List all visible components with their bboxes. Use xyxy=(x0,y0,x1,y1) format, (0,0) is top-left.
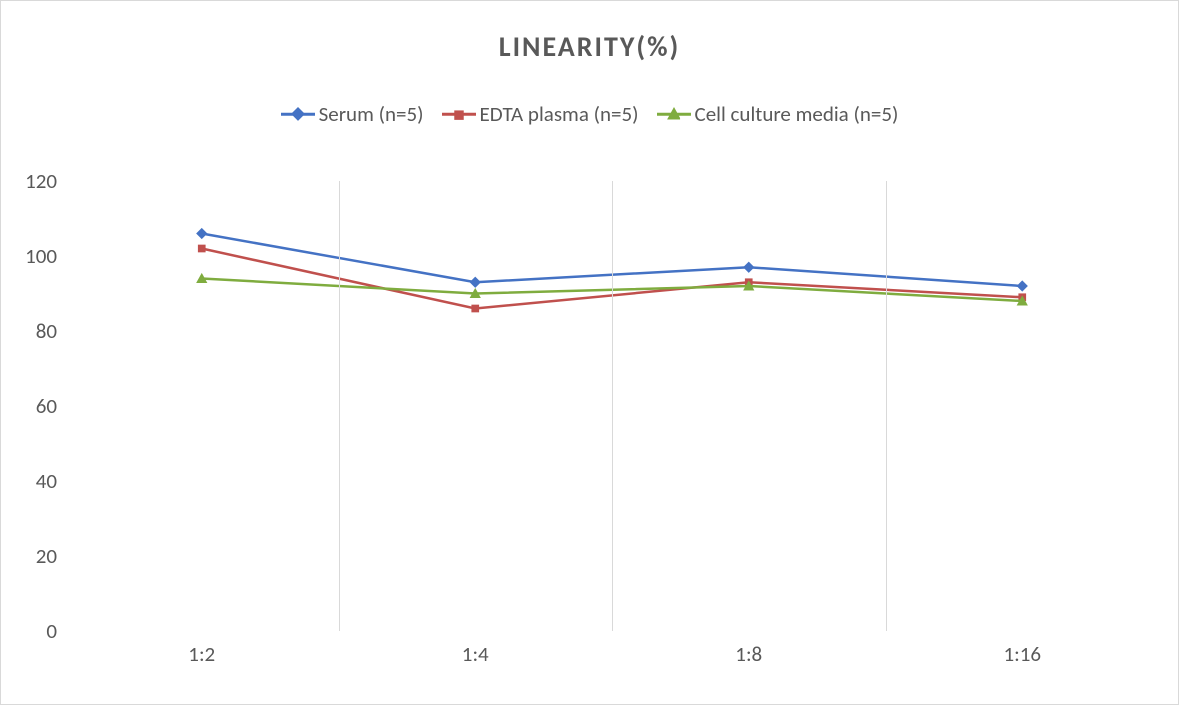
legend-item: EDTA plasma (n=5) xyxy=(442,101,639,127)
series-marker xyxy=(1017,280,1028,291)
series-marker xyxy=(196,228,207,239)
x-tick-label: 1:4 xyxy=(462,631,489,667)
x-tick-label: 1:8 xyxy=(735,631,762,667)
x-tick-label: 1:2 xyxy=(188,631,215,667)
legend-label: EDTA plasma (n=5) xyxy=(480,101,639,127)
series-marker xyxy=(470,277,481,288)
square-icon xyxy=(442,107,476,121)
y-tick-label: 100 xyxy=(25,243,65,269)
series-marker xyxy=(198,245,206,253)
series-marker xyxy=(743,262,754,273)
chart-legend: Serum (n=5) EDTA plasma (n=5) Cell culture… xyxy=(1,101,1178,127)
legend-label: Serum (n=5) xyxy=(319,101,424,127)
x-tick-label: 1:16 xyxy=(1003,631,1041,667)
y-tick-label: 80 xyxy=(36,318,65,344)
y-tick-label: 60 xyxy=(36,393,65,419)
legend-label: Cell culture media (n=5) xyxy=(695,101,899,127)
y-tick-label: 0 xyxy=(46,618,65,644)
linearity-chart: LINEARITY(%) Serum (n=5) EDTA plasma (n=5… xyxy=(0,0,1179,705)
legend-item: Serum (n=5) xyxy=(281,101,424,127)
plot-area: 0204060801001201:21:41:81:16 xyxy=(65,181,1159,631)
triangle-icon xyxy=(657,107,691,121)
y-tick-label: 20 xyxy=(36,543,65,569)
y-tick-label: 40 xyxy=(36,468,65,494)
chart-title: LINEARITY(%) xyxy=(1,29,1178,64)
y-tick-label: 120 xyxy=(25,168,65,194)
gridline xyxy=(886,181,887,631)
legend-item: Cell culture media (n=5) xyxy=(657,101,899,127)
gridline xyxy=(612,181,613,631)
diamond-icon xyxy=(281,107,315,121)
gridline xyxy=(339,181,340,631)
series-marker xyxy=(471,305,479,313)
